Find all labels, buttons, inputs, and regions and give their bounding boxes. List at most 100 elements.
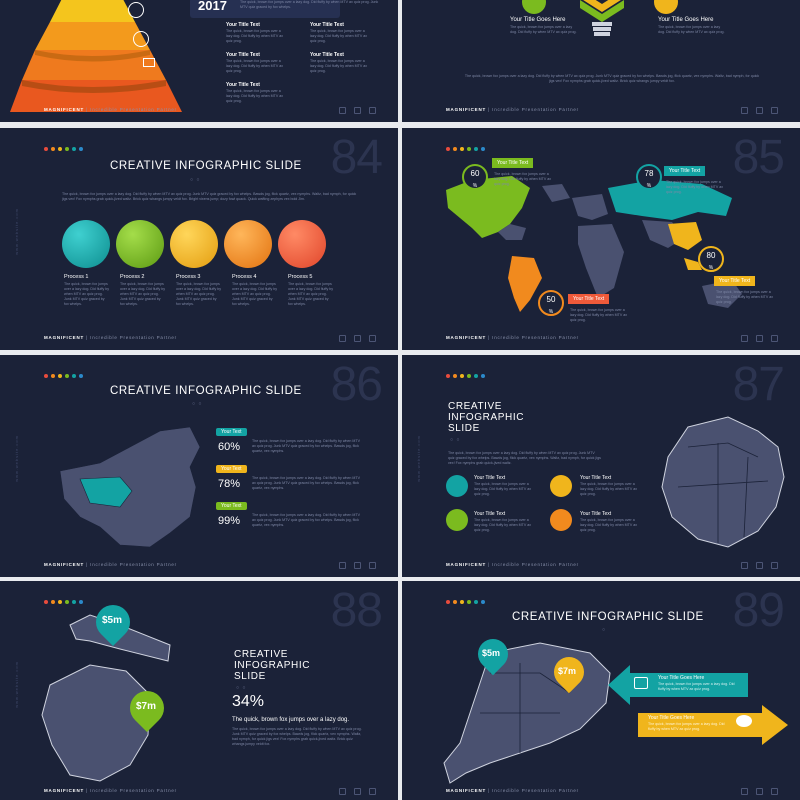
facebook-icon xyxy=(339,562,346,569)
side-url: www.website.com xyxy=(14,661,19,708)
slide-title: CREATIVE INFOGRAPHIC SLIDE xyxy=(512,611,704,623)
social-icons xyxy=(339,335,376,342)
slide-number: 87 xyxy=(732,358,785,411)
social-icons xyxy=(741,562,778,569)
slide-title-3: SLIDE xyxy=(234,671,266,682)
side-url: www.website.com xyxy=(416,435,421,482)
monitor-icon xyxy=(143,58,155,67)
row-text: The quick, brown fox jumps over a lazy d… xyxy=(252,476,360,490)
process-text: The quick, brown fox jumps over a lazy d… xyxy=(232,282,278,306)
row-text: The quick, brown fox jumps over a lazy d… xyxy=(252,513,360,527)
item-title: Your Title Text xyxy=(226,52,260,58)
world-map xyxy=(446,176,742,312)
footer: MAGNIFICENT | Incredible Presentation Pa… xyxy=(446,335,579,340)
calendar-icon xyxy=(278,220,326,268)
slide-86: 86 www.website.com CREATIVE INFOGRAPHIC … xyxy=(0,355,398,577)
lightbulb-graphic xyxy=(580,0,624,36)
process-label: Process 3 xyxy=(176,274,201,280)
instagram-icon xyxy=(354,335,361,342)
pct-circle: 60% xyxy=(462,164,488,190)
row-label: Your Text xyxy=(216,502,247,510)
color-dots xyxy=(446,600,485,604)
process-label: Process 4 xyxy=(232,274,257,280)
instagram-icon xyxy=(354,788,361,795)
title-dots: ○ ○ xyxy=(450,437,461,443)
right-marker-icon xyxy=(654,0,678,14)
title-tag: Your Title Text xyxy=(568,294,610,304)
chat-icon xyxy=(170,220,218,268)
footer: MAGNIFICENT | Incredible Presentation Pa… xyxy=(44,107,177,112)
pin-7m-label: $7m xyxy=(136,701,157,712)
arrow2-title: Your Title Goes Here xyxy=(648,715,695,721)
color-dots xyxy=(446,147,485,151)
process-text: The quick, brown fox jumps over a lazy d… xyxy=(288,282,334,306)
tag-text: The quick, brown fox jumps over a lazy d… xyxy=(570,308,628,322)
slide-title-1: CREATIVE xyxy=(448,401,503,412)
twitter-icon xyxy=(369,788,376,795)
footer: MAGNIFICENT | Incredible Presentation Pa… xyxy=(44,788,177,793)
item-text: The quick, brown fox jumps over a lazy d… xyxy=(580,518,638,532)
slide-88: 88 www.website.com $5m $7m CREATIVE INFO… xyxy=(0,581,398,800)
row-text: The quick, brown fox jumps over a lazy d… xyxy=(252,439,360,453)
social-icons xyxy=(741,107,778,114)
globe-icon xyxy=(224,220,272,268)
item-title: Your Title Text xyxy=(474,511,506,517)
instagram-icon xyxy=(354,107,361,114)
warning-icon xyxy=(550,509,572,531)
slide-lightbulb: Your Title Goes Here The quick, brown fo… xyxy=(402,0,800,122)
item-title: Your Title Text xyxy=(310,52,344,58)
year-label: 2017 xyxy=(198,0,227,13)
item-title: Your Title Text xyxy=(580,511,612,517)
item-title: Your Title Text xyxy=(580,475,612,481)
social-icons xyxy=(339,107,376,114)
title-dots: ○ ○ xyxy=(192,401,203,407)
slide-title-2: INFOGRAPHIC xyxy=(234,660,311,671)
title-tag: Your Title Text xyxy=(714,276,756,286)
intro-text: The quick, brown fox jumps over a lazy d… xyxy=(448,451,601,465)
facebook-icon xyxy=(741,562,748,569)
side-url: www.website.com xyxy=(14,435,19,482)
database-icon xyxy=(116,220,164,268)
row-label: Your Text xyxy=(216,465,247,473)
left-text: The quick, brown fox jumps over a lazy d… xyxy=(510,25,577,34)
slide-title-3: SLIDE xyxy=(448,423,480,434)
pin-5m-label: $5m xyxy=(102,615,123,626)
process-label: Process 2 xyxy=(120,274,145,280)
color-dots xyxy=(44,147,83,151)
instagram-icon xyxy=(756,107,763,114)
item-text: The quick, brown fox jumps over a lazy d… xyxy=(474,518,532,532)
year-badge xyxy=(190,0,340,18)
item-title: Your Title Text xyxy=(474,475,506,481)
arrow2-text: The quick, brown fox jumps over a lazy d… xyxy=(648,722,725,731)
footer: MAGNIFICENT | Incredible Presentation Pa… xyxy=(446,107,579,112)
pct-circle: 50% xyxy=(538,290,564,316)
bottom-text: The quick, brown fox jumps over a lazy d… xyxy=(464,74,760,83)
row-label: Your Text xyxy=(216,428,247,436)
left-title: Your Title Goes Here xyxy=(510,17,566,23)
left-marker-icon xyxy=(522,0,546,14)
arrow1-title: Your Title Goes Here xyxy=(658,675,705,681)
subtitle: The quick, brown fox jumps over a lazy d… xyxy=(232,717,350,723)
mail-icon xyxy=(550,475,572,497)
year-text: The quick, brown fox jumps over a lazy d… xyxy=(240,0,379,9)
item-title: Your Title Text xyxy=(226,22,260,28)
chat-icon xyxy=(446,509,468,531)
slide-89: 89 CREATIVE INFOGRAPHIC SLIDE ○ $5m $7m … xyxy=(402,581,800,800)
big-pct: 34% xyxy=(232,693,265,710)
item-title: Your Title Text xyxy=(310,22,344,28)
slide-83: 2017 The quick, brown fox jumps over a l… xyxy=(0,0,398,122)
process-text: The quick, brown fox jumps over a lazy d… xyxy=(120,282,166,306)
facebook-icon xyxy=(339,335,346,342)
right-title: Your Title Goes Here xyxy=(658,17,714,23)
pin-7m-label: $7m xyxy=(558,666,577,676)
twitter-icon xyxy=(771,788,778,795)
facebook-icon xyxy=(339,788,346,795)
body-text: The quick, brown fox jumps over a lazy d… xyxy=(232,727,362,746)
process-label: Process 5 xyxy=(288,274,313,280)
twitter-icon xyxy=(369,562,376,569)
region-map xyxy=(661,416,785,548)
tag-text: The quick, brown fox jumps over a lazy d… xyxy=(716,290,774,304)
process-label: Process 1 xyxy=(64,274,89,280)
slide-number: 85 xyxy=(732,131,785,184)
guangdong-map xyxy=(443,642,611,784)
